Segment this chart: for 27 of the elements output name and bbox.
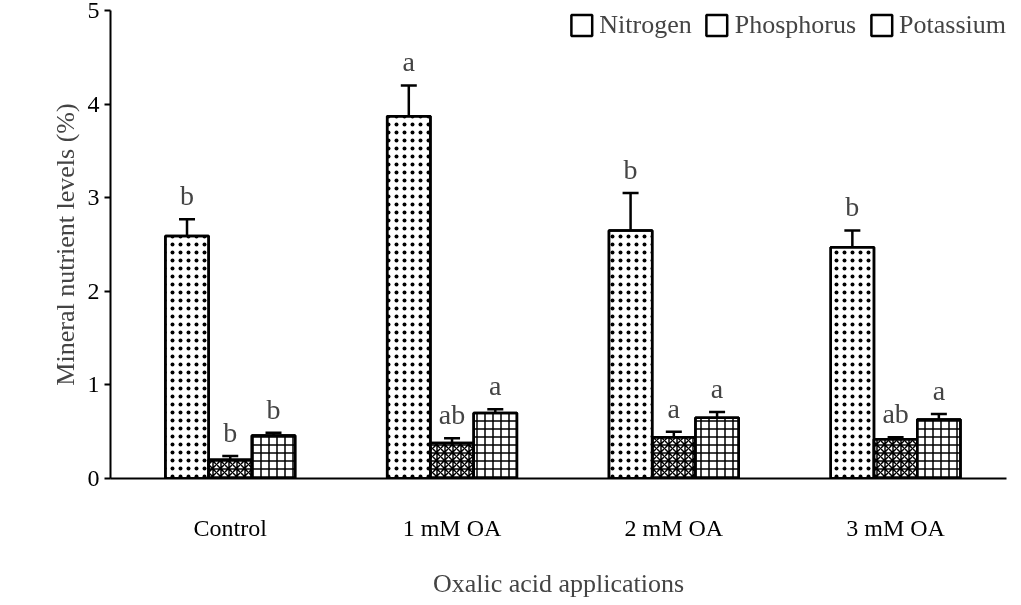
data-label: a xyxy=(932,374,946,406)
data-label: b xyxy=(266,393,281,425)
y-tick-label: 5 xyxy=(87,0,100,23)
x-tick-label: 2 mM OA xyxy=(624,514,724,541)
x-axis-title: Oxalic acid applications xyxy=(432,568,685,598)
data-label: a xyxy=(667,392,681,424)
x-tick-label: Control xyxy=(193,514,268,541)
data-label: b xyxy=(180,180,195,212)
legend-label: Potassium xyxy=(899,10,1006,40)
x-tick-label: 1 mM OA xyxy=(402,514,503,541)
data-label: b xyxy=(845,191,860,223)
y-tick-label: 0 xyxy=(87,465,100,491)
data-label: b xyxy=(223,417,238,449)
data-label: a xyxy=(489,370,503,402)
data-label: ab xyxy=(438,399,466,431)
y-axis-title: Mineral nutrient levels (%) xyxy=(50,103,80,386)
x-tick-label: 3 mM OA xyxy=(846,514,946,541)
y-tick-label: 4 xyxy=(87,90,100,117)
y-tick-label: 1 xyxy=(87,371,100,398)
data-label: ab xyxy=(882,398,909,430)
data-label: a xyxy=(402,46,416,78)
data-label: b xyxy=(623,154,638,186)
data-label: a xyxy=(710,373,724,405)
y-tick-label: 2 xyxy=(87,277,100,304)
legend-label: Nitrogen xyxy=(599,10,692,40)
y-tick-label: 3 xyxy=(87,184,100,211)
legend-label: Phosphorus xyxy=(734,10,857,40)
